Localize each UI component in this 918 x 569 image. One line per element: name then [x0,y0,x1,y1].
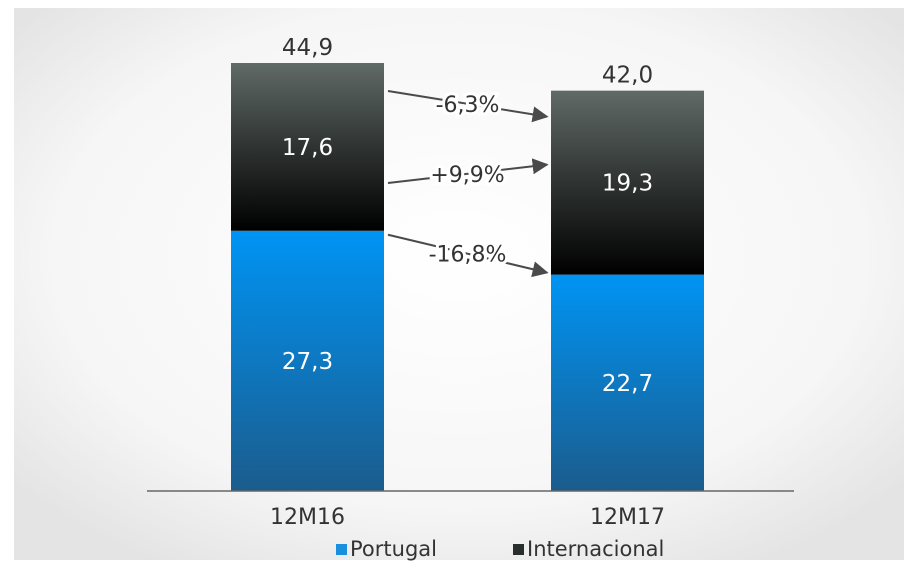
data-label-portugal-12m16: 27,3 [282,349,333,375]
change-arrow-1 [387,90,549,123]
bar-portugal-12m17 [551,274,704,491]
total-label-12m16: 44,9 [282,35,333,61]
change-label-3: -16,8% [429,243,507,268]
bar-internacional-12m17 [551,90,704,275]
change-label-2: +9,9% [430,163,504,188]
legend-label-portugal: Portugal [350,537,437,561]
data-label-portugal-12m17: 22,7 [602,371,653,397]
change-arrow-3 [387,233,549,278]
change-label-1: -6,3% [436,93,500,118]
data-label-internacional-12m17: 19,3 [602,171,653,197]
chart-background [14,8,904,560]
legend-label-internacional: Internacional [527,537,664,561]
bar-internacional-12m16 [231,63,384,231]
bar-portugal-12m16 [231,230,384,491]
total-label-12m17: 42,0 [602,63,653,89]
legend-swatch-portugal [336,544,347,555]
change-arrow-2 [387,158,549,184]
data-label-internacional-12m16: 17,6 [282,135,333,161]
category-label-12m17: 12M17 [590,505,665,530]
legend-swatch-internacional [513,544,524,555]
category-label-12m16: 12M16 [270,505,345,530]
